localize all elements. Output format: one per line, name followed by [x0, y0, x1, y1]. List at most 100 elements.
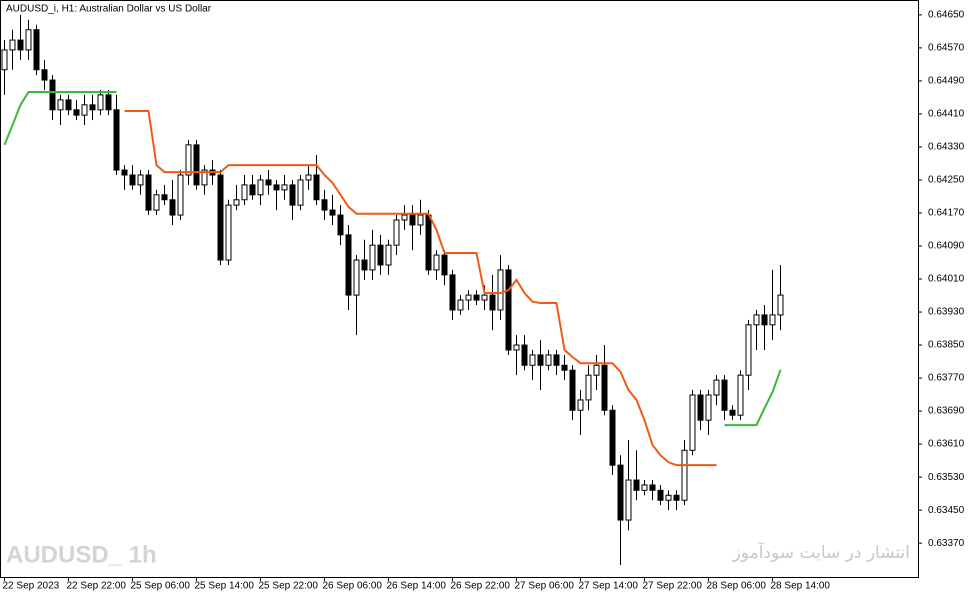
candle-body	[401, 214, 408, 221]
y-tick-label: 0.64010	[928, 274, 965, 285]
y-tick-label: 0.64570	[928, 43, 965, 54]
y-tick-label: 0.63850	[928, 340, 965, 351]
candle-body	[409, 214, 416, 226]
candle-body	[377, 244, 384, 266]
candle-body	[369, 244, 376, 271]
candle-body	[561, 364, 568, 371]
candle-body	[321, 199, 328, 211]
candle-body	[337, 214, 344, 236]
candle-body	[721, 379, 728, 411]
candle-body	[57, 99, 64, 111]
candle-body	[417, 214, 424, 226]
candle-body	[33, 29, 40, 71]
candle-body	[553, 354, 560, 366]
candle-body	[673, 494, 680, 501]
y-tick-label: 0.64490	[928, 76, 965, 87]
x-tick-label: 22 Sep 22:00	[67, 581, 127, 592]
candle-body	[25, 29, 32, 51]
candle-body	[65, 99, 72, 111]
candle-body	[497, 269, 504, 311]
candle-body	[769, 314, 776, 326]
x-tick-label: 28 Sep 06:00	[707, 581, 767, 592]
x-tick-label: 27 Sep 22:00	[643, 581, 703, 592]
y-tick-label: 0.64330	[928, 142, 965, 153]
candle-body	[73, 109, 80, 116]
candle-body	[177, 174, 184, 216]
candle-body	[521, 344, 528, 366]
candle-body	[153, 194, 160, 211]
candle-body	[617, 464, 624, 521]
candle-body	[345, 234, 352, 296]
candle-body	[217, 174, 224, 261]
stop-line	[124, 110, 717, 467]
candle-body	[97, 94, 104, 111]
candle-body	[481, 294, 488, 301]
candle-body	[593, 364, 600, 376]
candle-body	[449, 274, 456, 311]
candle-body	[185, 144, 192, 176]
candle-body	[249, 184, 256, 196]
y-tick-label: 0.63610	[928, 439, 965, 450]
candle-body	[385, 244, 392, 266]
candle-body	[689, 394, 696, 451]
y-tick-label: 0.63930	[928, 307, 965, 318]
candle-body	[17, 39, 24, 51]
annotation: انتشار در سایت سودآموز	[732, 541, 910, 563]
candle-body	[641, 484, 648, 491]
y-tick-label: 0.64250	[928, 175, 965, 186]
candle-body	[737, 374, 744, 416]
y-tick-label: 0.64170	[928, 208, 965, 219]
candle-body	[457, 299, 464, 311]
candle-body	[393, 219, 400, 246]
candle-body	[569, 369, 576, 411]
candle-body	[121, 169, 128, 176]
candle-body	[313, 174, 320, 201]
candle-body	[625, 479, 632, 521]
candle-body	[545, 354, 552, 366]
stop-line	[3, 91, 117, 146]
candle-body	[777, 294, 784, 316]
plot-frame	[0, 0, 919, 578]
y-tick-label: 0.64650	[928, 9, 965, 20]
y-tick-label: 0.63370	[928, 538, 965, 549]
candle-body	[657, 489, 664, 501]
candle-body	[433, 254, 440, 271]
candle-body	[473, 294, 480, 301]
candle-body	[329, 209, 336, 216]
candle-body	[265, 179, 272, 186]
candle-body	[585, 374, 592, 401]
candle-body	[145, 174, 152, 211]
y-tick-label: 0.63530	[928, 472, 965, 483]
candle-body	[697, 394, 704, 421]
candle-body	[713, 379, 720, 396]
candle-body	[297, 179, 304, 206]
plot-area	[1, 14, 784, 566]
x-tick-label: 26 Sep 22:00	[451, 581, 511, 592]
candle-body	[753, 314, 760, 326]
candle-body	[537, 354, 544, 366]
y-tick-label: 0.63690	[928, 406, 965, 417]
x-tick-label: 27 Sep 14:00	[579, 581, 639, 592]
candle-body	[761, 314, 768, 326]
candle-body	[89, 104, 96, 111]
candle-body	[513, 344, 520, 351]
candle-body	[465, 294, 472, 301]
x-tick-label: 22 Sep 2023	[3, 581, 60, 592]
candle-body	[361, 259, 368, 271]
candle-body	[257, 179, 264, 196]
candle-body	[505, 269, 512, 351]
candle-body	[137, 174, 144, 186]
candle-body	[169, 199, 176, 216]
candle-body	[729, 409, 736, 416]
candle-body	[705, 394, 712, 421]
candle-body	[193, 144, 200, 186]
x-tick-label: 26 Sep 14:00	[387, 581, 447, 592]
candle-body	[41, 69, 48, 81]
chart-title: AUDUSD_i, H1: Australian Dollar vs US Do…	[6, 4, 212, 15]
candle-body	[425, 214, 432, 271]
candle-body	[745, 324, 752, 376]
x-tick-label: 25 Sep 14:00	[195, 581, 255, 592]
candle-body	[289, 184, 296, 206]
